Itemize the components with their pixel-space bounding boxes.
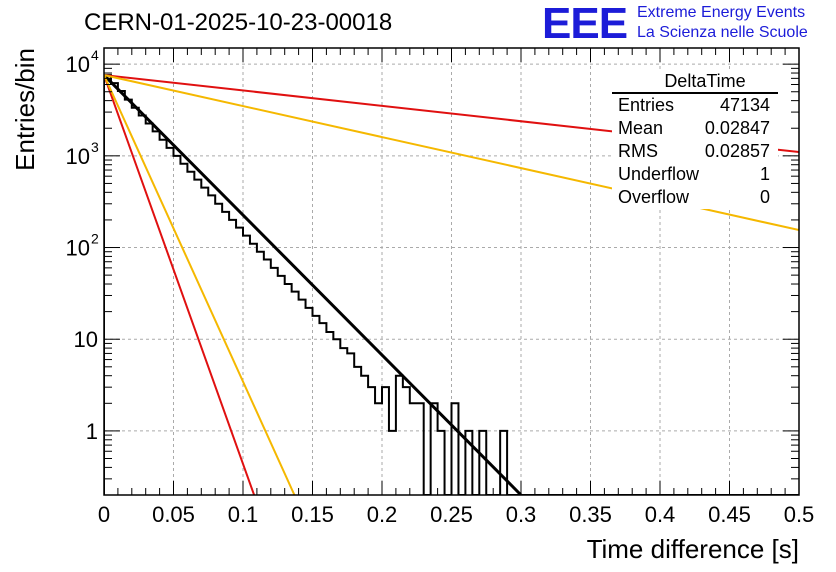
logo-caption-line1: Extreme Energy Events xyxy=(637,4,806,21)
y-tick-label: 1 xyxy=(86,419,98,444)
stats-box: DeltaTime Entries 47134 Mean 0.02847 RMS 0.… xyxy=(612,70,778,209)
x-tick-label: 0.45 xyxy=(708,502,751,527)
x-tick-label: 0.3 xyxy=(506,502,537,527)
y-tick-label: 10 xyxy=(66,144,90,169)
x-tick-label: 0.4 xyxy=(645,502,676,527)
y-axis-title: Entries/bin xyxy=(10,48,40,171)
y-tick-label: 10 xyxy=(74,327,98,352)
stats-row-underflow: Underflow 1 xyxy=(612,163,778,186)
stats-label: Entries xyxy=(618,95,675,115)
stats-value: 47134 xyxy=(719,95,770,115)
fit-line-fit xyxy=(104,74,523,495)
logo-caption: Extreme Energy Events La Scienza nelle S… xyxy=(637,3,808,43)
stats-value: 0.02847 xyxy=(704,118,770,138)
stats-row-overflow: Overflow 0 xyxy=(612,186,778,209)
run-title: CERN-01-2025-10-23-00018 xyxy=(84,9,393,36)
x-axis-title: Time difference [s] xyxy=(587,534,799,564)
stats-row-mean: Mean 0.02847 xyxy=(612,117,778,140)
stats-value: 1 xyxy=(759,164,770,184)
x-tick-label: 0.25 xyxy=(430,502,473,527)
y-tick-label: 10 xyxy=(66,52,90,77)
y-tick-label-exponent: 3 xyxy=(91,139,99,155)
y-tick-label: 10 xyxy=(66,236,90,261)
eee-logo: EEE xyxy=(542,0,628,48)
stats-row-entries: Entries 47134 xyxy=(612,94,778,117)
x-tick-label: 0.35 xyxy=(569,502,612,527)
x-tick-label: 0.2 xyxy=(367,502,398,527)
histogram-outline xyxy=(104,74,799,495)
x-tick-label: 0.5 xyxy=(784,502,815,527)
stats-label: Mean xyxy=(618,118,664,138)
x-tick-label: 0.15 xyxy=(291,502,334,527)
stats-label: RMS xyxy=(618,141,658,161)
x-tick-label: 0.05 xyxy=(152,502,195,527)
fit-line-red-steep xyxy=(104,74,256,495)
stats-value: 0 xyxy=(759,187,770,207)
logo-caption-line2: La Scienza nelle Scuole xyxy=(637,24,808,41)
x-tick-label: 0.1 xyxy=(228,502,259,527)
stats-label: Underflow xyxy=(618,164,700,184)
y-tick-label-exponent: 4 xyxy=(91,47,99,63)
stats-label: Overflow xyxy=(618,187,690,207)
stats-title: DeltaTime xyxy=(612,70,778,94)
stats-value: 0.02857 xyxy=(704,141,770,161)
fit-line-orange-steep xyxy=(104,74,296,495)
y-tick-label-exponent: 2 xyxy=(91,231,99,247)
stats-row-rms: RMS 0.02857 xyxy=(612,140,778,163)
x-tick-label: 0 xyxy=(98,502,110,527)
